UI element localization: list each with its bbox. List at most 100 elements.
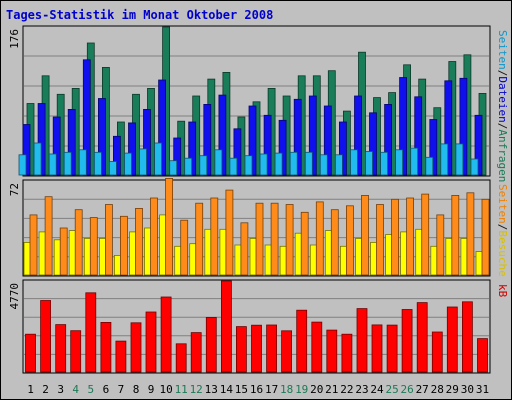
bar-seiten-top (380, 151, 389, 176)
bar-seiten-top (78, 149, 87, 176)
bar-kb-bottom (55, 324, 67, 373)
bar-seiten-middle (421, 193, 430, 276)
bar-dateien-top (128, 122, 136, 176)
bar-seiten-middle (89, 217, 98, 276)
bar-seiten-top (214, 149, 223, 176)
bar-seiten-top (259, 153, 268, 176)
bar-dateien-top (323, 105, 332, 176)
bar-dateien-top (22, 124, 31, 176)
bar-dateien-top (459, 77, 468, 176)
x-tick-label: 13 (205, 383, 218, 396)
bar-seiten-top (48, 153, 57, 176)
bar-kb-bottom (311, 321, 323, 373)
legend-text: Dateien (496, 76, 509, 122)
x-tick-label: 25 (385, 383, 398, 396)
bar-dateien-top (98, 98, 106, 176)
x-tick-label: 29 (446, 383, 459, 396)
x-tick-label: 1 (27, 383, 34, 396)
panel-middle-legend: Seiten/Besuche (496, 184, 509, 277)
bar-kb-bottom (371, 324, 383, 373)
bar-kb-bottom (100, 321, 112, 373)
bar-seiten-middle (330, 209, 339, 276)
bar-seiten-top (365, 151, 373, 176)
bar-seiten-top (124, 152, 132, 176)
bar-dateien-top (113, 135, 121, 176)
bar-dateien-top (444, 80, 453, 176)
bar-kb-bottom (40, 300, 51, 373)
bar-kb-bottom (477, 338, 488, 373)
bar-kb-bottom (251, 324, 262, 373)
bar-seiten-middle (255, 202, 264, 276)
panel-middle-y-max-label: 72 (8, 183, 21, 196)
bar-seiten-top (33, 142, 42, 176)
x-tick-label: 22 (340, 383, 353, 396)
bar-kb-bottom (341, 333, 353, 373)
bar-dateien-top (67, 109, 76, 176)
bar-dateien-top (293, 98, 302, 176)
bar-dateien-top (82, 59, 91, 176)
bar-seiten-top (395, 149, 404, 176)
legend-text: Seiten (496, 30, 509, 70)
bar-kb-bottom (85, 292, 97, 373)
legend-text: Anfragen (496, 129, 509, 182)
bar-kb-bottom (461, 301, 473, 373)
x-tick-label: 28 (431, 383, 444, 396)
bar-kb-bottom (175, 343, 187, 373)
bar-seiten-top (199, 155, 208, 176)
x-tick-label: 2 (42, 383, 49, 396)
bar-seiten-middle (225, 189, 234, 276)
bar-seiten-middle (195, 202, 204, 276)
bar-seiten-middle (361, 194, 369, 276)
bar-seiten-top (169, 160, 178, 176)
bar-seiten-middle (150, 197, 158, 276)
bar-dateien-top (278, 119, 287, 176)
legend-text: / (496, 123, 509, 130)
bar-seiten-top (410, 147, 419, 176)
x-tick-label: 10 (159, 383, 172, 396)
x-tick-label: 16 (250, 383, 263, 396)
x-tick-label: 3 (57, 383, 64, 396)
bar-seiten-middle (315, 201, 324, 276)
bar-seiten-middle (165, 177, 174, 276)
legend-text: / (496, 224, 509, 231)
bar-seiten-middle (210, 197, 219, 276)
bar-seiten-top (139, 148, 147, 176)
panel-bottom-y-max-label: 4770 (8, 283, 21, 310)
bar-dateien-top (414, 96, 423, 176)
bar-seiten-middle (285, 204, 294, 276)
bar-seiten-top (319, 154, 328, 176)
x-tick-label: 21 (325, 383, 338, 396)
bar-seiten-middle (74, 209, 83, 276)
bar-seiten-top (109, 161, 117, 176)
bar-kb-bottom (431, 331, 443, 373)
bar-seiten-middle (120, 215, 128, 276)
bar-seiten-middle (345, 205, 354, 276)
bar-dateien-top (52, 116, 61, 176)
bar-seiten-middle (44, 196, 53, 276)
x-tick-label: 24 (370, 383, 384, 396)
bar-seiten-top (440, 143, 449, 176)
bar-seiten-top (334, 154, 343, 176)
x-tick-label: 30 (461, 383, 474, 396)
x-tick-label: 12 (190, 383, 203, 396)
bar-dateien-top (173, 137, 182, 176)
x-tick-label: 7 (118, 383, 125, 396)
bar-seiten-top (154, 142, 163, 176)
x-tick-label: 27 (416, 383, 429, 396)
bar-seiten-middle (451, 194, 460, 276)
bar-kb-bottom (401, 309, 413, 373)
x-tick-label: 11 (175, 383, 188, 396)
bar-dateien-top (37, 103, 46, 176)
bar-kb-bottom (356, 308, 368, 373)
x-tick-label: 14 (220, 383, 234, 396)
bar-dateien-top (399, 77, 408, 176)
x-tick-label: 26 (400, 383, 413, 396)
bar-seiten-top (470, 158, 479, 176)
panel-top-legend: Seiten/Dateien/Anfragen (496, 30, 509, 182)
x-tick-label: 19 (295, 383, 308, 396)
bar-dateien-top (158, 79, 167, 176)
bar-kb-bottom (145, 311, 157, 373)
x-tick-label: 8 (133, 383, 140, 396)
bar-seiten-top (304, 151, 313, 176)
